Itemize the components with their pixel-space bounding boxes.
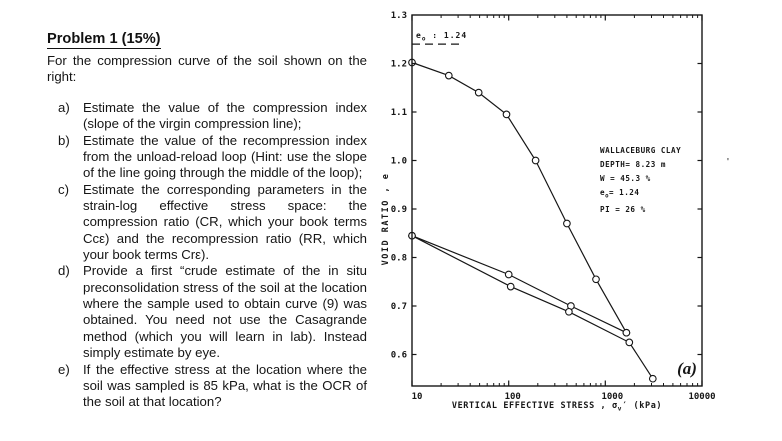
item-text: Estimate the value of the recompression … bbox=[83, 132, 367, 181]
svg-text:1.2: 1.2 bbox=[391, 60, 407, 70]
data-point-markers bbox=[408, 58, 657, 383]
svg-text:DEPTH= 8.23 m: DEPTH= 8.23 m bbox=[600, 160, 666, 169]
x-tick-labels: 10 100 1000 10000 bbox=[412, 392, 716, 402]
svg-text:1.3: 1.3 bbox=[391, 11, 407, 21]
x-axis-label: VERTICAL EFFECTIVE STRESS , σv′ (kPa) bbox=[452, 401, 662, 412]
svg-text:eo : 1.24: eo : 1.24 bbox=[416, 31, 467, 42]
svg-text:0.7: 0.7 bbox=[391, 302, 407, 312]
y-tick-labels: 0.6 0.7 0.8 0.9 1.0 1.1 1.2 1.3 bbox=[391, 11, 407, 361]
svg-text:10: 10 bbox=[412, 392, 423, 402]
series-reload bbox=[411, 235, 654, 380]
svg-text:0.9: 0.9 bbox=[391, 205, 407, 215]
item-text: If the effective stress at the location … bbox=[83, 361, 367, 410]
svg-text:': ' bbox=[727, 157, 729, 168]
problem-item-c: c) Estimate the corresponding parameters… bbox=[58, 182, 367, 264]
svg-text:1.0: 1.0 bbox=[391, 157, 407, 167]
e0-label: eo : 1.24 bbox=[416, 31, 467, 42]
problem-title: Problem 1 (15%) bbox=[47, 31, 161, 49]
problem-statement: Problem 1 (15%) For the compression curv… bbox=[47, 30, 367, 411]
y-axis-label: VOID RATIO , e bbox=[381, 173, 391, 266]
x-axis-ticks bbox=[411, 15, 703, 386]
svg-text:W = 45.3 %: W = 45.3 % bbox=[600, 174, 651, 183]
problem-item-d: d) Provide a first “crude estimate of th… bbox=[58, 263, 367, 361]
svg-text:0.6: 0.6 bbox=[391, 351, 407, 361]
compression-curve-chart: eo : 1.24 10 100 1000 10000 0.6 0.7 0.8 0.9 1.0 1.… bbox=[381, 11, 729, 412]
svg-text:WALLACEBURG CLAY: WALLACEBURG CLAY bbox=[600, 146, 681, 155]
svg-text:VERTICAL EFFECTIVE STRESS , σv: VERTICAL EFFECTIVE STRESS , σv′ (kPa) bbox=[452, 401, 662, 412]
item-label: c) bbox=[58, 181, 69, 197]
svg-text:100: 100 bbox=[505, 392, 521, 402]
svg-text:eo= 1.24: eo= 1.24 bbox=[600, 188, 639, 199]
item-text: Provide a first “crude estimate of the i… bbox=[83, 263, 367, 361]
item-label: e) bbox=[58, 361, 70, 377]
problem-item-b: b) Estimate the value of the recompressi… bbox=[58, 133, 367, 182]
problem-item-list: a) Estimate the value of the compression… bbox=[47, 100, 367, 411]
svg-text:1000: 1000 bbox=[601, 392, 623, 402]
y-axis-ticks bbox=[412, 62, 702, 356]
svg-text:0.8: 0.8 bbox=[391, 254, 407, 264]
panel-label: (a) bbox=[677, 359, 697, 378]
item-text: Estimate the corresponding parameters in… bbox=[83, 181, 367, 263]
scan-artifact: ' bbox=[727, 157, 729, 168]
plot-frame bbox=[411, 14, 703, 387]
compression-curve-figure: eo : 1.24 10 100 1000 10000 0.6 0.7 0.8 0.9 1.0 1.… bbox=[380, 0, 782, 436]
svg-text:1.1: 1.1 bbox=[391, 108, 407, 118]
svg-text:10000: 10000 bbox=[688, 392, 715, 402]
item-label: a) bbox=[58, 99, 70, 115]
svg-text:VOID RATIO , e: VOID RATIO , e bbox=[381, 173, 391, 266]
item-label: b) bbox=[58, 132, 70, 148]
item-text: Estimate the value of the compression in… bbox=[83, 99, 367, 132]
svg-text:(a): (a) bbox=[677, 359, 697, 378]
svg-text:PI = 26 %: PI = 26 % bbox=[600, 205, 646, 214]
problem-intro: For the compression curve of the soil sh… bbox=[47, 53, 367, 85]
series-unload bbox=[411, 235, 627, 334]
chart-annotation: WALLACEBURG CLAY DEPTH= 8.23 m W = 45.3 % e… bbox=[600, 146, 681, 214]
problem-item-e: e) If the effective stress at the locati… bbox=[58, 362, 367, 411]
item-label: d) bbox=[58, 263, 70, 279]
series-virgin-compression bbox=[411, 61, 627, 333]
problem-item-a: a) Estimate the value of the compression… bbox=[58, 100, 367, 133]
